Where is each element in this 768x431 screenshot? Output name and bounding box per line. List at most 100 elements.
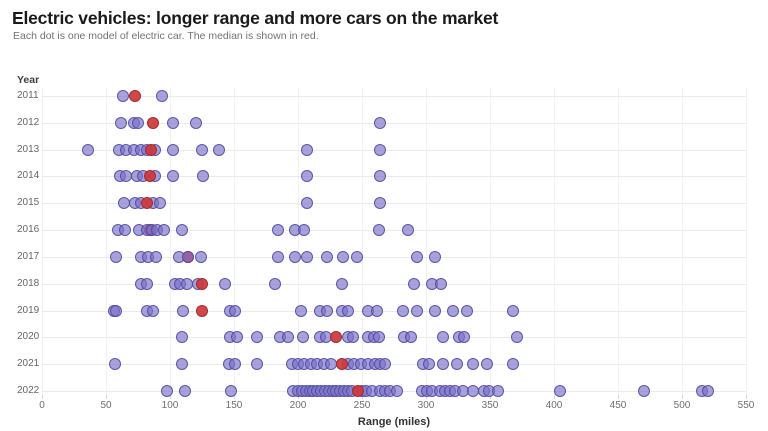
row-gridline (42, 256, 746, 258)
vertical-gridline (170, 88, 171, 397)
data-dot (153, 197, 166, 210)
row-gridline (42, 337, 746, 339)
data-dot (175, 358, 188, 371)
data-dot (458, 331, 471, 344)
data-dot (166, 116, 179, 129)
x-axis-tick-mark (362, 395, 363, 399)
data-dot (82, 143, 95, 156)
data-dot (372, 224, 385, 237)
year-label-2020: 2020 (17, 331, 40, 343)
data-dot (281, 331, 294, 344)
data-dot (181, 250, 194, 263)
data-dot (212, 143, 225, 156)
year-label-2015: 2015 (17, 197, 40, 209)
data-dot (321, 250, 334, 263)
x-axis-tick-label: 400 (545, 400, 563, 411)
median-dot (144, 143, 157, 156)
data-dot (140, 277, 153, 290)
row-gridline (42, 176, 746, 178)
year-label-2012: 2012 (17, 116, 40, 128)
median-dot (143, 170, 156, 183)
data-dot (446, 304, 459, 317)
data-dot (300, 143, 313, 156)
data-dot (396, 304, 409, 317)
data-dot (251, 331, 264, 344)
data-dot (196, 143, 208, 156)
x-axis-tick-mark (682, 395, 683, 399)
row-gridline (42, 149, 746, 151)
vertical-gridline (746, 88, 747, 397)
vertical-gridline (554, 88, 555, 397)
data-dot (225, 385, 238, 398)
data-dot (350, 250, 363, 263)
data-dot (116, 90, 129, 102)
x-axis-tick-label: 250 (353, 400, 371, 411)
data-dot (435, 277, 448, 290)
data-dot (341, 304, 354, 317)
x-axis-tick-mark (234, 395, 235, 399)
data-dot (294, 304, 307, 317)
data-dot (637, 385, 650, 398)
data-dot (115, 116, 128, 129)
data-dot (289, 250, 302, 263)
data-dot (460, 304, 473, 317)
year-label-2022: 2022 (17, 385, 40, 397)
vertical-gridline (618, 88, 619, 397)
data-dot (229, 304, 242, 317)
year-label-2014: 2014 (17, 170, 40, 182)
x-axis-tick-label: 450 (609, 400, 627, 411)
data-dot (428, 304, 441, 317)
row-gridline (42, 96, 746, 97)
data-dot (157, 224, 170, 237)
year-label-2017: 2017 (17, 250, 40, 262)
x-axis-tick-mark (618, 395, 619, 399)
vertical-gridline (106, 88, 107, 397)
data-dot (347, 331, 360, 344)
median-dot (196, 277, 208, 290)
data-dot (271, 224, 284, 237)
x-axis-tick-label: 150 (225, 400, 243, 411)
median-dot (129, 90, 142, 102)
data-dot (297, 331, 310, 344)
data-dot (219, 277, 232, 290)
chart-subtitle: Each dot is one model of electric car. T… (13, 30, 319, 42)
median-dot (335, 358, 348, 371)
data-dot (176, 304, 189, 317)
data-dot (110, 304, 123, 317)
median-dot (147, 116, 160, 129)
row-gridline (42, 203, 746, 205)
data-dot (554, 385, 567, 398)
row-gridline (42, 364, 746, 366)
x-axis-tick-mark (106, 395, 107, 399)
data-dot (180, 277, 193, 290)
median-dot (140, 197, 153, 210)
data-dot (251, 358, 264, 371)
data-dot (507, 304, 520, 317)
x-axis-tick-mark (490, 395, 491, 399)
row-gridline (42, 230, 746, 232)
data-dot (156, 90, 169, 102)
data-dot (197, 170, 210, 183)
data-dot (321, 304, 334, 317)
data-dot (510, 331, 523, 344)
data-dot (373, 170, 386, 183)
data-dot (372, 331, 385, 344)
y-axis-title: Year (17, 74, 40, 86)
data-dot (300, 250, 313, 263)
data-dot (481, 358, 494, 371)
year-label-2011: 2011 (17, 90, 39, 101)
data-dot (379, 358, 392, 371)
data-dot (336, 250, 349, 263)
data-dot (507, 358, 520, 371)
x-axis-tick-mark (554, 395, 555, 399)
vertical-gridline (490, 88, 491, 397)
x-axis-tick-label: 100 (161, 400, 179, 411)
data-dot (110, 250, 123, 263)
data-dot (371, 304, 384, 317)
x-axis-tick-mark (298, 395, 299, 399)
vertical-gridline (362, 88, 363, 397)
x-axis-tick-mark (170, 395, 171, 399)
data-dot (189, 116, 202, 129)
data-dot (300, 197, 313, 210)
data-dot (132, 116, 144, 129)
